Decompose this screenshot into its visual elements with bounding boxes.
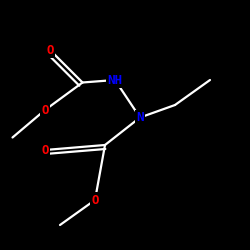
Text: NH: NH <box>108 74 122 86</box>
Text: N: N <box>136 111 144 124</box>
Text: O: O <box>91 194 99 206</box>
Text: O: O <box>41 104 49 117</box>
Text: O: O <box>41 144 49 156</box>
Text: O: O <box>46 44 54 57</box>
